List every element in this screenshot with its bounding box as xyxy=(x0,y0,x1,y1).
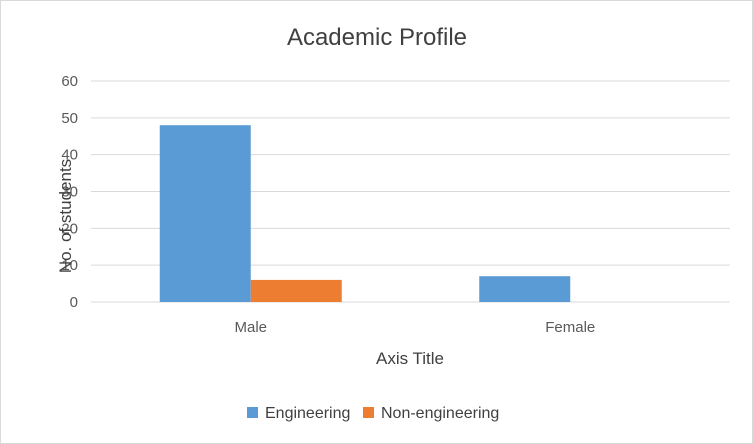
y-tick-label: 0 xyxy=(70,294,78,311)
legend-swatch xyxy=(247,407,258,418)
y-tick-label: 10 xyxy=(61,257,78,274)
y-tick-label: 40 xyxy=(61,147,78,164)
bars xyxy=(159,125,571,302)
legend-label: Non-engineering xyxy=(381,405,499,422)
bar-engineering-male xyxy=(159,125,251,302)
legend-swatch xyxy=(363,407,374,418)
x-tick-label: Female xyxy=(545,319,595,336)
x-axis-title: Axis Title xyxy=(376,349,444,368)
legend: Engineering Non-engineering xyxy=(247,405,499,422)
y-tick-labels: 0 10 20 30 40 50 60 xyxy=(61,73,78,311)
bar-non-engineering-male xyxy=(250,279,342,302)
y-tick-label: 50 xyxy=(61,110,78,127)
y-tick-label: 60 xyxy=(61,73,78,90)
x-tick-label: Male xyxy=(234,319,267,336)
y-tick-label: 30 xyxy=(61,184,78,201)
chart-title: Academic Profile xyxy=(287,24,467,51)
legend-label: Engineering xyxy=(265,405,350,422)
y-tick-label: 20 xyxy=(61,220,78,237)
x-tick-labels: Male Female xyxy=(234,319,595,336)
bar-engineering-female xyxy=(479,276,571,302)
y-axis-title: No. of students xyxy=(56,159,75,273)
